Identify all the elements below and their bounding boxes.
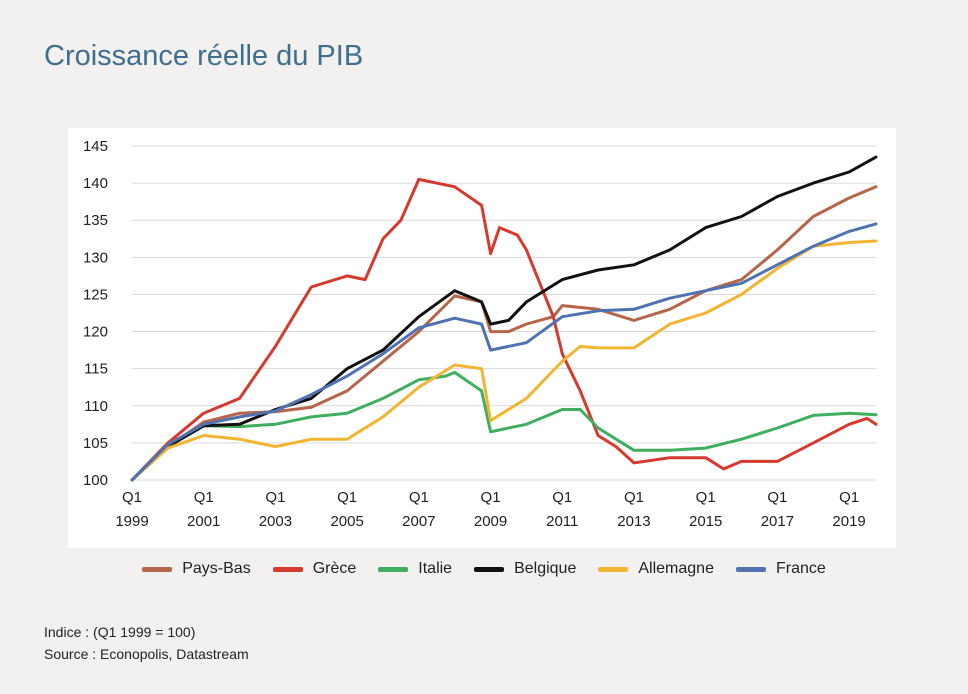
y-tick-label: 110 (84, 398, 108, 415)
legend-swatch (474, 566, 505, 572)
series-lines (130, 155, 878, 482)
index-note: Indice : (Q1 1999 = 100) (44, 624, 196, 640)
legend-swatch (598, 566, 629, 572)
legend-label: Belgique (514, 560, 577, 577)
x-tick-quarter-label: Q1 (194, 489, 214, 506)
legend-label: Allemagne (638, 560, 714, 577)
x-tick-quarter-label: Q1 (122, 489, 142, 506)
legend-label: Grèce (312, 560, 357, 577)
legend-item: France (735, 560, 826, 578)
x-axis: Q1 1999 Q1 2001 Q1 2003 Q1 2005 Q1 2007 Q1 2009 Q1 20… (115, 489, 865, 530)
x-tick-year-label: 2011 (546, 513, 578, 530)
legend-item: Grèce (272, 560, 357, 578)
x-tick-year-label: 2005 (330, 513, 363, 530)
x-tick-quarter-label: Q1 (409, 489, 429, 506)
y-tick-label: 130 (83, 249, 108, 266)
series-line-1 (130, 177, 878, 482)
legend-label: Pays-Bas (182, 560, 251, 577)
x-tick-year-label: 2013 (617, 513, 650, 530)
x-tick-quarter-label: Q1 (624, 489, 644, 506)
y-tick-label: 100 (83, 472, 108, 489)
legend-label: France (775, 560, 826, 577)
legend-swatch (142, 566, 173, 572)
series-line-5 (130, 222, 878, 482)
y-tick-label: 145 (83, 138, 108, 155)
series-line-4 (130, 239, 878, 482)
y-tick-label: 120 (83, 324, 108, 341)
x-tick-year-label: 2003 (259, 513, 292, 530)
x-tick-year-label: 2019 (832, 513, 865, 530)
legend-label: Italie (418, 560, 453, 577)
y-axis: 100 105 110 115 120 125 130 135 140 145 (83, 138, 108, 489)
x-tick-quarter-label: Q1 (696, 489, 716, 506)
x-tick-quarter-label: Q1 (767, 489, 787, 506)
legend: Pays-Bas Grèce Italie Belgique Allemagne Fran… (0, 560, 968, 578)
legend-item: Allemagne (598, 560, 714, 578)
y-tick-label: 105 (83, 435, 108, 452)
legend-item: Pays-Bas (142, 560, 251, 578)
y-tick-label: 140 (83, 175, 108, 192)
x-tick-year-label: 2007 (402, 513, 435, 530)
legend-swatch (378, 566, 409, 572)
y-tick-label: 135 (83, 212, 108, 229)
x-tick-year-label: 1999 (115, 513, 148, 530)
legend-swatch (272, 566, 303, 572)
legend-swatch (735, 566, 766, 572)
x-tick-quarter-label: Q1 (839, 489, 859, 506)
x-tick-year-label: 2009 (474, 513, 507, 530)
x-tick-year-label: 2001 (187, 513, 220, 530)
chart-title: Croissance réelle du PIB (44, 40, 364, 72)
line-chart: 100 105 110 115 120 125 130 135 140 145 Q1 1999 Q1 2… (83, 138, 878, 530)
series-line-2 (130, 370, 878, 482)
x-tick-quarter-label: Q1 (481, 489, 501, 506)
x-tick-year-label: 2017 (761, 513, 794, 530)
source-note: Source : Econopolis, Datastream (44, 646, 249, 662)
legend-item: Belgique (474, 560, 576, 578)
x-tick-quarter-label: Q1 (265, 489, 285, 506)
legend-item: Italie (378, 560, 452, 578)
chart-area: 100 105 110 115 120 125 130 135 140 145 Q1 1999 Q1 2… (68, 128, 896, 548)
x-tick-year-label: 2015 (689, 513, 722, 530)
x-tick-quarter-label: Q1 (337, 489, 357, 506)
y-tick-label: 125 (83, 286, 108, 303)
x-tick-quarter-label: Q1 (552, 489, 572, 506)
y-tick-label: 115 (84, 361, 108, 378)
